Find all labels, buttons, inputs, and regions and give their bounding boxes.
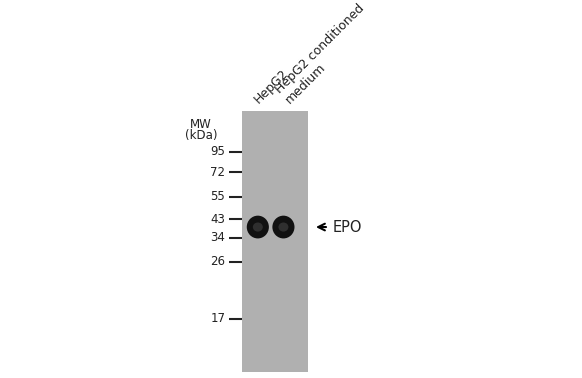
Text: 43: 43 bbox=[210, 213, 225, 226]
Bar bbox=[242, 111, 308, 372]
Text: 55: 55 bbox=[211, 190, 225, 203]
Text: 17: 17 bbox=[210, 312, 225, 325]
Text: MW: MW bbox=[190, 118, 212, 131]
Text: HepG2 conditioned
medium: HepG2 conditioned medium bbox=[272, 2, 377, 106]
Ellipse shape bbox=[278, 223, 289, 232]
Text: 26: 26 bbox=[210, 256, 225, 268]
Ellipse shape bbox=[272, 216, 294, 239]
Text: 34: 34 bbox=[210, 231, 225, 244]
Text: 72: 72 bbox=[210, 166, 225, 178]
Ellipse shape bbox=[253, 223, 263, 232]
Text: HepG2: HepG2 bbox=[251, 67, 291, 106]
Text: EPO: EPO bbox=[333, 220, 363, 234]
Text: (kDa): (kDa) bbox=[184, 129, 217, 141]
Text: 95: 95 bbox=[210, 145, 225, 158]
Ellipse shape bbox=[247, 216, 269, 239]
